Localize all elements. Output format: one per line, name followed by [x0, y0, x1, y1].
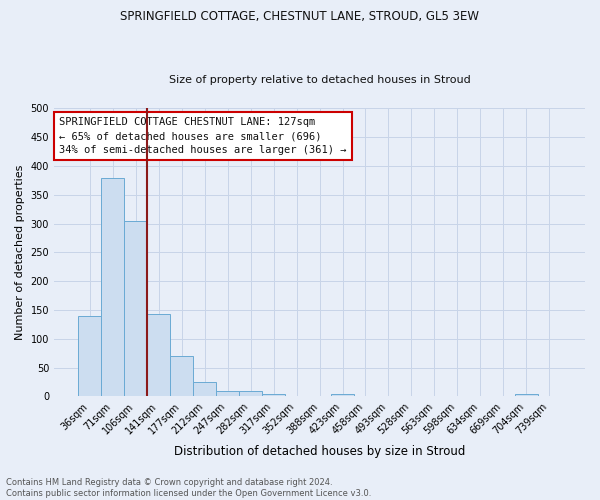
- Text: SPRINGFIELD COTTAGE CHESTNUT LANE: 127sqm
← 65% of detached houses are smaller (: SPRINGFIELD COTTAGE CHESTNUT LANE: 127sq…: [59, 117, 347, 155]
- Bar: [239, 391, 262, 396]
- Bar: [78, 316, 101, 396]
- Bar: [101, 178, 124, 396]
- Bar: [147, 314, 170, 396]
- Bar: [170, 356, 193, 397]
- Title: Size of property relative to detached houses in Stroud: Size of property relative to detached ho…: [169, 76, 470, 86]
- Bar: [331, 394, 354, 396]
- Bar: [124, 221, 147, 396]
- Text: SPRINGFIELD COTTAGE, CHESTNUT LANE, STROUD, GL5 3EW: SPRINGFIELD COTTAGE, CHESTNUT LANE, STRO…: [121, 10, 479, 23]
- Bar: [262, 394, 285, 396]
- Bar: [216, 390, 239, 396]
- Text: Contains HM Land Registry data © Crown copyright and database right 2024.
Contai: Contains HM Land Registry data © Crown c…: [6, 478, 371, 498]
- Bar: [515, 394, 538, 396]
- Bar: [193, 382, 216, 396]
- X-axis label: Distribution of detached houses by size in Stroud: Distribution of detached houses by size …: [174, 444, 465, 458]
- Y-axis label: Number of detached properties: Number of detached properties: [15, 165, 25, 340]
